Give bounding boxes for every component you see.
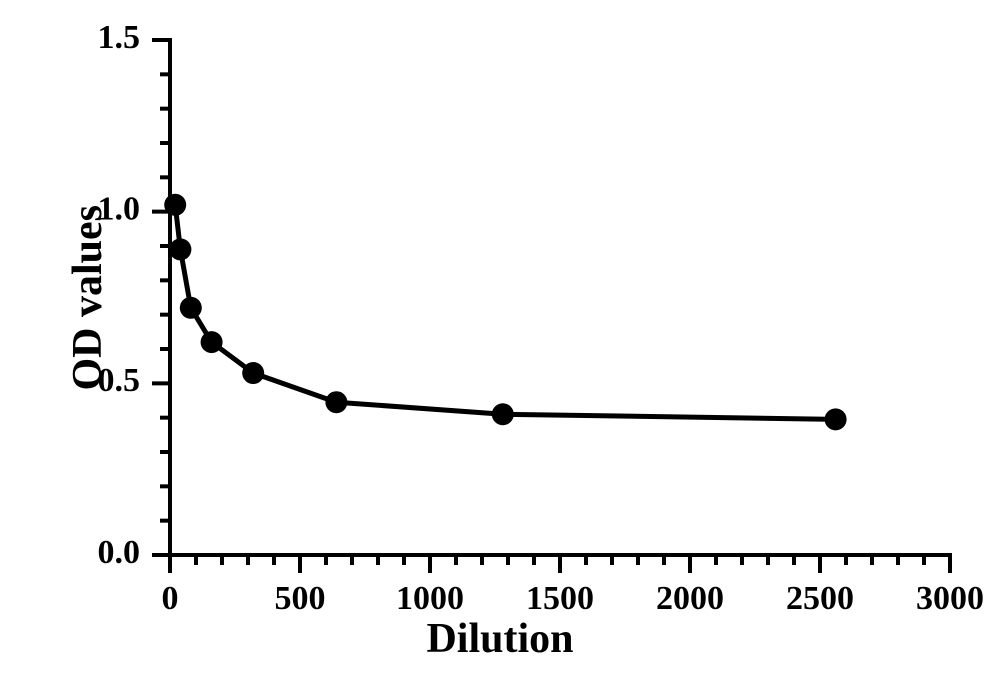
chart-svg: 0.00.51.01.5050010001500200025003000 (0, 0, 1000, 681)
x-tick-label: 2500 (786, 580, 854, 617)
data-point (325, 391, 347, 413)
dilution-od-chart: 0.00.51.01.5050010001500200025003000 OD … (0, 0, 1000, 681)
data-point (492, 403, 514, 425)
data-point (201, 331, 223, 353)
x-tick-label: 2000 (656, 580, 724, 617)
y-axis-label: OD values (64, 205, 112, 391)
data-point (242, 362, 264, 384)
data-point (825, 408, 847, 430)
y-tick-label: 0.0 (98, 534, 141, 571)
data-point (169, 238, 191, 260)
x-tick-label: 1000 (396, 580, 464, 617)
x-axis-label: Dilution (0, 615, 1000, 663)
x-tick-label: 500 (275, 580, 326, 617)
plot-bg (0, 0, 1000, 681)
x-tick-label: 0 (162, 580, 179, 617)
y-tick-label: 1.5 (98, 19, 141, 56)
data-point (180, 297, 202, 319)
x-tick-label: 1500 (526, 580, 594, 617)
x-tick-label: 3000 (916, 580, 984, 617)
data-point (164, 194, 186, 216)
